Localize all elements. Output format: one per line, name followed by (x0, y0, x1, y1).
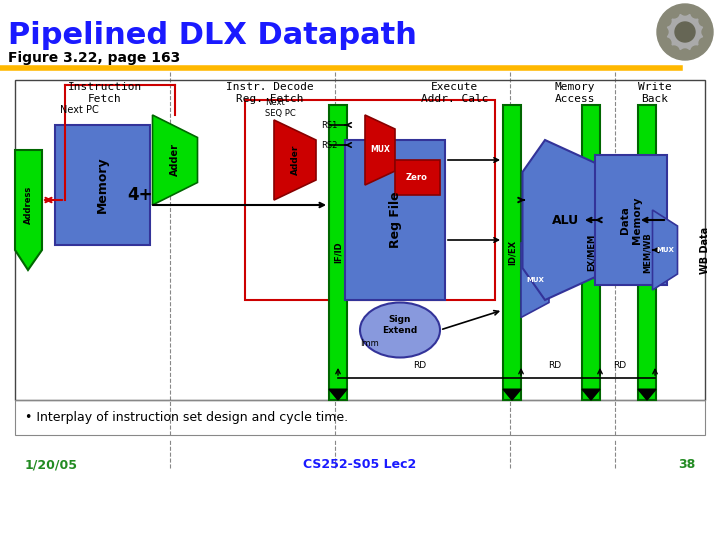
Text: Data
Memory: Data Memory (620, 196, 642, 244)
Circle shape (691, 8, 701, 18)
Circle shape (658, 27, 668, 37)
Text: MUX: MUX (370, 145, 390, 154)
Bar (329, 105, 347, 400)
Text: RD: RD (549, 361, 562, 369)
Text: 38: 38 (678, 458, 695, 471)
Polygon shape (652, 210, 678, 290)
Text: MEM/WB: MEM/WB (642, 232, 652, 273)
Text: Adder: Adder (170, 144, 180, 177)
Polygon shape (15, 150, 42, 270)
Circle shape (669, 8, 679, 18)
Text: Memory: Memory (96, 157, 109, 213)
Circle shape (669, 46, 679, 56)
Circle shape (680, 5, 690, 15)
Bar (395, 160, 440, 195)
Text: EX/MEM: EX/MEM (587, 234, 595, 271)
Circle shape (691, 46, 701, 56)
Circle shape (680, 49, 690, 59)
Text: WB Data: WB Data (700, 226, 710, 274)
Text: 1/20/05: 1/20/05 (25, 458, 78, 471)
Text: Figure 3.22, page 163: Figure 3.22, page 163 (8, 51, 180, 65)
Text: RS1: RS1 (322, 120, 338, 130)
Text: Zero: Zero (406, 173, 428, 183)
Polygon shape (582, 389, 600, 400)
Text: Adder: Adder (290, 145, 300, 175)
Polygon shape (638, 389, 656, 400)
Polygon shape (274, 120, 316, 200)
Bar (15, 400, 705, 435)
Text: CS252-S05 Lec2: CS252-S05 Lec2 (303, 458, 417, 471)
Bar (245, 100, 495, 300)
Bar (503, 105, 521, 400)
Circle shape (661, 16, 671, 26)
Circle shape (657, 4, 713, 60)
Circle shape (675, 22, 695, 42)
Polygon shape (365, 115, 395, 185)
Bar (55, 125, 150, 245)
Polygon shape (153, 115, 197, 205)
Bar (638, 105, 656, 400)
Polygon shape (329, 389, 347, 400)
Text: Reg File: Reg File (389, 192, 402, 248)
Text: ALU: ALU (552, 213, 579, 226)
Text: Instruction
Fetch: Instruction Fetch (68, 82, 142, 104)
Text: Execute
Addr. Calc: Execute Addr. Calc (421, 82, 489, 104)
Bar (15, 80, 705, 400)
Text: MUX: MUX (526, 277, 544, 283)
Polygon shape (521, 242, 549, 318)
Text: Next PC: Next PC (60, 105, 99, 115)
Text: RS2: RS2 (322, 140, 338, 150)
Text: RD: RD (413, 361, 426, 369)
Circle shape (699, 16, 709, 26)
Text: Pipelined DLX Datapath: Pipelined DLX Datapath (8, 21, 417, 50)
Circle shape (702, 27, 712, 37)
Text: Imm: Imm (360, 339, 379, 348)
Text: Memory
Access: Memory Access (554, 82, 595, 104)
Circle shape (667, 14, 703, 50)
Text: Sign
Extend: Sign Extend (382, 315, 418, 335)
Text: Next
SEQ PC: Next SEQ PC (265, 98, 296, 118)
Text: IF/ID: IF/ID (333, 242, 343, 264)
Bar (595, 155, 667, 285)
Text: Address: Address (24, 186, 32, 224)
Bar (345, 140, 445, 300)
Ellipse shape (360, 302, 440, 357)
Polygon shape (523, 140, 598, 300)
Text: Instr. Decode
Reg. Fetch: Instr. Decode Reg. Fetch (226, 82, 314, 104)
Text: RD: RD (613, 361, 626, 369)
Bar (582, 105, 600, 400)
Text: • Interplay of instruction set design and cycle time.: • Interplay of instruction set design an… (25, 411, 348, 424)
Polygon shape (503, 389, 521, 400)
Text: 4+: 4+ (127, 186, 153, 204)
Text: ID/EX: ID/EX (508, 240, 516, 265)
Circle shape (699, 38, 709, 48)
Circle shape (661, 38, 671, 48)
Text: Write
Back: Write Back (638, 82, 672, 104)
Text: MUX: MUX (656, 247, 674, 253)
